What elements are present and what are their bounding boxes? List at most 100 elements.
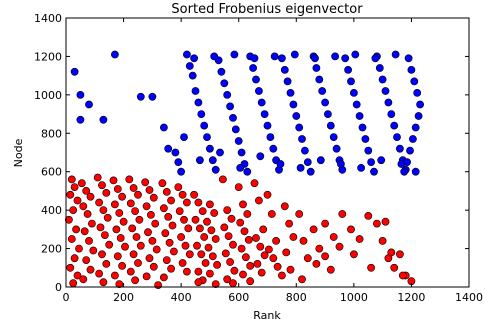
data-point <box>144 228 152 237</box>
data-point <box>220 223 229 232</box>
data-point <box>205 200 214 209</box>
data-point <box>231 125 240 134</box>
data-point <box>285 219 293 228</box>
data-point <box>367 263 375 272</box>
data-point <box>311 54 319 63</box>
data-point <box>148 92 157 101</box>
data-point <box>263 121 272 130</box>
data-point <box>370 167 378 176</box>
data-point <box>191 215 200 224</box>
data-point <box>162 187 171 196</box>
data-point <box>185 62 194 70</box>
data-point <box>182 50 191 59</box>
data-point <box>315 75 324 84</box>
data-point <box>266 133 275 141</box>
data-point <box>316 156 325 165</box>
data-point <box>80 227 89 236</box>
data-point <box>149 193 158 202</box>
data-point <box>341 54 350 63</box>
data-point <box>76 115 85 124</box>
data-point <box>142 202 151 211</box>
data-point <box>194 198 203 207</box>
data-point <box>381 217 390 226</box>
data-point <box>198 207 207 215</box>
data-point <box>76 91 85 99</box>
data-point <box>250 179 259 188</box>
data-point <box>113 185 122 193</box>
data-point <box>240 227 249 236</box>
data-point <box>220 79 229 88</box>
data-point <box>105 240 114 249</box>
data-point <box>217 67 226 76</box>
series-0 <box>65 173 416 289</box>
series-1 <box>70 50 424 176</box>
data-point <box>73 196 82 205</box>
data-point <box>243 167 252 176</box>
data-point <box>295 123 304 132</box>
x-tick-label: 600 <box>228 291 249 304</box>
data-point <box>303 254 312 263</box>
data-point <box>129 184 138 192</box>
data-point <box>83 210 92 218</box>
data-point <box>86 265 95 274</box>
data-point <box>400 167 409 176</box>
data-point <box>101 231 109 239</box>
data-point <box>312 64 321 72</box>
data-point <box>99 206 108 214</box>
data-point <box>243 210 252 218</box>
data-point <box>381 87 390 95</box>
data-point <box>204 243 213 252</box>
data-point <box>338 210 347 218</box>
y-tick-label: 1200 <box>34 50 62 63</box>
data-point <box>86 192 95 201</box>
data-point <box>184 224 193 233</box>
data-point <box>164 144 173 153</box>
data-point <box>131 276 139 285</box>
data-point <box>259 225 268 234</box>
data-point <box>395 250 404 259</box>
data-point <box>387 110 396 118</box>
data-point <box>349 89 358 97</box>
data-point <box>85 100 93 109</box>
data-point <box>349 250 358 259</box>
data-point <box>375 64 384 72</box>
data-point <box>210 52 219 61</box>
data-point <box>391 50 400 59</box>
data-point <box>234 183 243 191</box>
data-point <box>66 190 75 199</box>
data-point <box>254 87 263 95</box>
data-point <box>174 158 183 166</box>
data-point <box>252 234 260 242</box>
x-tick-label: 200 <box>113 291 134 304</box>
data-point <box>111 271 119 280</box>
data-point <box>191 87 200 95</box>
y-tick-label: 800 <box>41 127 62 140</box>
data-point <box>364 146 373 155</box>
data-point <box>273 262 282 271</box>
data-point <box>364 211 373 220</box>
data-point <box>282 248 291 257</box>
data-point <box>121 242 129 251</box>
data-point <box>115 280 124 288</box>
data-point <box>321 98 329 107</box>
data-point <box>344 66 352 74</box>
data-point <box>355 235 364 243</box>
data-point <box>201 259 210 267</box>
data-point <box>85 236 93 245</box>
data-point <box>413 89 422 97</box>
data-point <box>195 156 204 165</box>
data-point <box>230 50 239 59</box>
data-points <box>65 50 424 289</box>
data-point <box>312 259 321 268</box>
data-point <box>177 167 185 176</box>
data-point <box>93 173 102 182</box>
data-point <box>148 236 157 245</box>
data-point <box>195 224 204 233</box>
data-point <box>230 266 239 275</box>
data-point <box>111 50 119 59</box>
y-tick-label: 1400 <box>34 12 62 25</box>
data-point <box>75 244 83 253</box>
data-point <box>323 110 332 118</box>
data-point <box>270 52 279 61</box>
data-point <box>329 133 338 141</box>
